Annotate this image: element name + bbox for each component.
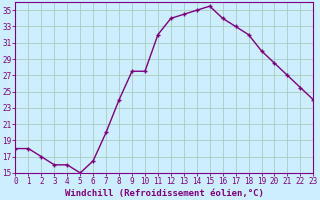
X-axis label: Windchill (Refroidissement éolien,°C): Windchill (Refroidissement éolien,°C) [65, 189, 264, 198]
